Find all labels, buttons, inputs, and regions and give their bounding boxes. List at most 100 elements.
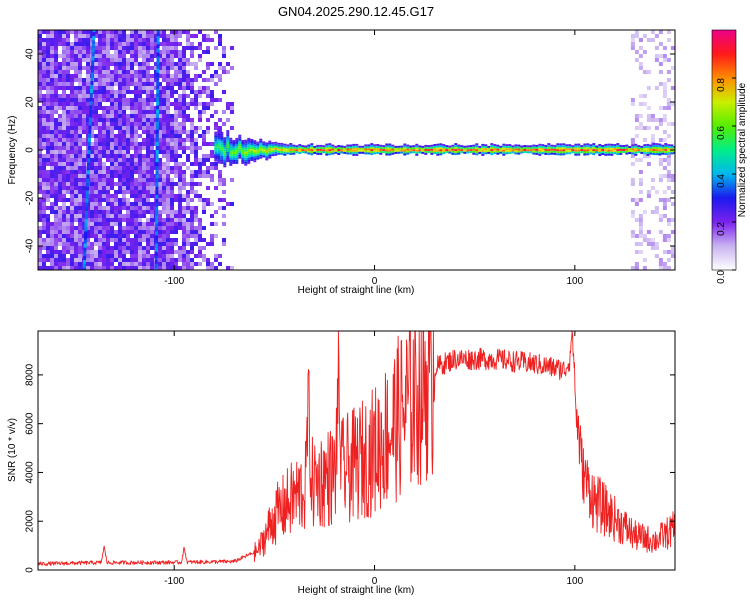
heatmap-cell: [241, 158, 245, 160]
heatmap-cell: [247, 155, 251, 158]
heatmap-cell: [598, 146, 602, 148]
heatmap-cell: [130, 118, 134, 122]
heatmap-cell: [182, 182, 186, 186]
heatmap-cell: [186, 166, 190, 170]
heatmap-cell: [38, 190, 42, 194]
heatmap-cell: [247, 143, 251, 146]
heatmap-cell: [397, 149, 401, 152]
heatmap-cell: [346, 150, 350, 153]
heatmap-cell: [46, 154, 50, 158]
heatmap-cell: [256, 143, 260, 146]
heatmap-cell: [46, 62, 50, 66]
heatmap-cell: [499, 147, 503, 150]
heatmap-cell: [355, 147, 359, 150]
heatmap-cell: [150, 122, 154, 126]
heatmap-cell: [50, 114, 54, 118]
heatmap-cell: [146, 174, 150, 178]
heatmap-cell: [82, 230, 86, 234]
heatmap-cell: [150, 42, 154, 46]
heatmap-cell: [54, 126, 58, 130]
heatmap-cell: [418, 145, 422, 148]
heatmap-cell: [666, 234, 671, 238]
heatmap-cell: [150, 58, 154, 62]
heatmap-cell: [74, 46, 78, 50]
heatmap-cell: [70, 66, 74, 70]
heatmap-cell: [126, 42, 130, 46]
heatmap-cell: [74, 190, 78, 194]
heatmap-cell: [523, 149, 527, 151]
heatmap-cell: [202, 34, 206, 38]
heatmap-cell: [134, 30, 138, 34]
heatmap-cell: [86, 262, 90, 266]
heatmap-cell: [642, 126, 647, 130]
heatmap-cell: [166, 114, 170, 118]
heatmap-cell: [134, 246, 138, 250]
heatmap-cell: [313, 147, 317, 150]
heatmap-cell: [226, 150, 230, 153]
heatmap-cell: [54, 82, 58, 86]
heatmap-cell: [70, 174, 74, 178]
heatmap-cell: [138, 34, 142, 38]
heatmap-cell: [568, 144, 572, 147]
heatmap-cell: [42, 146, 46, 150]
heatmap-cell: [178, 130, 182, 134]
heatmap-cell: [90, 214, 94, 218]
heatmap-cell: [158, 242, 162, 246]
heatmap-cell: [106, 138, 110, 142]
heatmap-cell: [98, 138, 102, 142]
heatmap-cell: [50, 86, 54, 90]
heatmap-cell: [286, 144, 290, 147]
heatmap-cell: [253, 158, 257, 161]
heatmap-cell: [210, 162, 214, 166]
heatmap-cell: [235, 137, 239, 140]
heatmap-cell: [355, 149, 359, 152]
heatmap-cell: [508, 150, 512, 153]
heatmap-cell: [102, 230, 106, 234]
heatmap-cell: [643, 146, 647, 149]
heatmap-cell: [418, 147, 422, 150]
heatmap-cell: [662, 238, 667, 242]
heatmap-cell: [106, 122, 110, 126]
heatmap-cell: [130, 190, 134, 194]
heatmap-streak-cell: [90, 76, 94, 81]
heatmap-cell: [130, 38, 134, 42]
heatmap-cell: [658, 62, 663, 66]
heatmap-cell: [182, 98, 186, 102]
heatmap-cell: [400, 149, 404, 152]
heatmap-cell: [310, 145, 314, 148]
heatmap-cell: [649, 150, 653, 153]
heatmap-cell: [229, 163, 233, 166]
heatmap-cell: [110, 238, 114, 242]
heatmap-cell: [253, 154, 257, 157]
heatmap-cell: [66, 42, 70, 46]
heatmap-cell: [94, 186, 98, 190]
heatmap-cell: [146, 166, 150, 170]
heatmap-cell: [493, 152, 497, 155]
heatmap-cell: [94, 218, 98, 222]
heatmap-cell: [94, 162, 98, 166]
heatmap-cell: [98, 58, 102, 62]
heatmap-cell: [94, 42, 98, 46]
heatmap-cell: [154, 46, 158, 50]
heatmap-cell: [170, 230, 174, 234]
heatmap-cell: [210, 238, 214, 242]
heatmap-cell: [146, 142, 150, 146]
heatmap-cell: [82, 34, 86, 38]
heatmap-cell: [238, 150, 242, 153]
heatmap-streak-cell: [89, 113, 92, 118]
heatmap-cell: [502, 153, 506, 156]
heatmap-cell: [130, 170, 134, 174]
heatmap-cell: [130, 242, 134, 246]
heatmap-cell: [106, 74, 110, 78]
heatmap-cell: [70, 138, 74, 142]
heatmap-cell: [170, 242, 174, 246]
heatmap-cell: [66, 150, 70, 154]
heatmap-cell: [82, 190, 86, 194]
heatmap-cell: [154, 38, 158, 42]
heatmap-cell: [259, 142, 263, 145]
heatmap-cell: [118, 54, 122, 58]
heatmap-cell: [550, 148, 554, 151]
heatmap-cell: [319, 146, 323, 149]
heatmap-cell: [170, 82, 174, 86]
heatmap-cell: [277, 150, 281, 153]
